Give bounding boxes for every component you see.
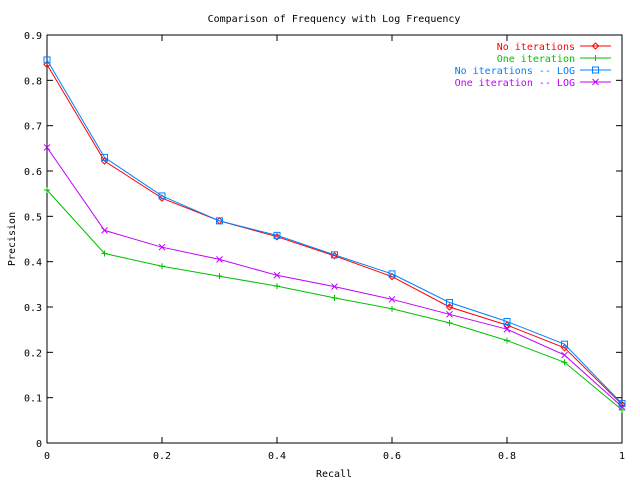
y-tick-label: 0.6 — [24, 167, 42, 178]
data-point — [503, 318, 511, 326]
x-tick-label: 1 — [619, 451, 625, 462]
chart-title: Comparison of Frequency with Log Frequen… — [208, 14, 461, 25]
y-tick-label: 0.4 — [24, 258, 42, 269]
legend-marker — [592, 66, 599, 74]
data-point — [446, 319, 453, 326]
data-point — [101, 153, 108, 161]
series-line — [46, 64, 623, 405]
data-point — [446, 298, 453, 306]
x-tick-label: 0.8 — [498, 451, 516, 462]
legend-label: One iteration — [497, 54, 575, 65]
data-point — [101, 250, 108, 257]
data-point — [101, 227, 108, 234]
legend-entry: One iteration — [497, 54, 611, 65]
data-point — [445, 303, 454, 311]
data-point — [561, 359, 568, 366]
data-point — [619, 406, 625, 413]
legend-entry: One iteration -- LOG — [455, 78, 611, 89]
data-point — [388, 272, 396, 281]
data-point — [618, 403, 626, 411]
y-tick-label: 0.8 — [24, 76, 42, 87]
series-line — [46, 59, 623, 404]
data-point — [561, 351, 568, 359]
series-4 — [43, 144, 626, 411]
data-point — [330, 252, 339, 260]
data-point — [388, 295, 396, 303]
y-tick-label: 0.2 — [24, 348, 42, 359]
y-tick-label: 0 — [36, 439, 42, 450]
data-point — [158, 192, 166, 200]
series-group — [43, 56, 626, 413]
legend-marker — [592, 55, 599, 61]
data-point — [331, 283, 338, 290]
data-point — [388, 270, 396, 278]
series-line — [46, 147, 623, 408]
data-point — [503, 325, 511, 333]
legend-label: No iterations -- LOG — [455, 66, 575, 77]
x-tick-label: 0 — [44, 451, 50, 462]
legend-entry: No iterations — [497, 42, 611, 53]
data-point — [43, 56, 51, 64]
y-tick-label: 0.3 — [24, 303, 42, 314]
legend-marker — [592, 78, 599, 86]
legend-entry: No iterations -- LOG — [455, 66, 611, 77]
data-point — [44, 187, 50, 194]
y-tick-label: 0.5 — [24, 212, 42, 223]
y-tick-label: 0.7 — [24, 122, 42, 133]
legend-label: One iteration -- LOG — [455, 78, 575, 89]
data-point — [446, 310, 453, 318]
series-1 — [43, 60, 626, 409]
series-3 — [43, 56, 626, 408]
series-2 — [44, 187, 625, 413]
x-axis-label: Recall — [316, 469, 352, 480]
data-point — [216, 273, 223, 280]
data-point — [274, 283, 280, 290]
data-point — [216, 256, 223, 263]
plot-frame — [46, 34, 623, 444]
x-tick-label: 0.6 — [383, 451, 401, 462]
data-point — [158, 243, 166, 251]
data-point — [43, 144, 51, 151]
data-point — [389, 305, 395, 312]
data-point — [504, 337, 510, 344]
data-point — [216, 217, 223, 225]
y-tick-label: 0.1 — [24, 394, 42, 405]
x-tick-label: 0.2 — [153, 451, 171, 462]
data-point — [561, 340, 568, 348]
legend-label: No iterations — [497, 42, 575, 53]
data-point — [331, 294, 338, 301]
data-point — [159, 263, 165, 270]
legend-marker — [591, 42, 600, 50]
data-point — [273, 231, 281, 239]
x-tick-label: 0.4 — [268, 451, 286, 462]
y-tick-label: 0.9 — [24, 31, 42, 42]
data-point — [331, 251, 338, 259]
data-point — [273, 271, 281, 279]
y-axis-label: Precision — [7, 212, 18, 266]
axis-ticks: 0 0.1 0.2 0.3 0.4 0.5 0.6 0.7 0.8 0.9 0 0.2 0.4 0.6 0.… — [24, 31, 625, 462]
